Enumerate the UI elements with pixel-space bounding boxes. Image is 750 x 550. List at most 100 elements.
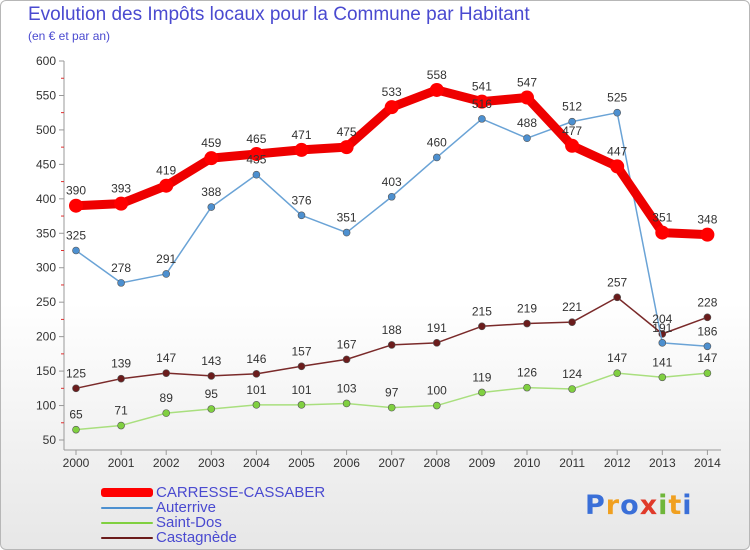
data-label: 419 bbox=[156, 164, 176, 178]
legend-swatch bbox=[101, 521, 153, 524]
data-label: 351 bbox=[652, 211, 672, 225]
y-tick-label: 100 bbox=[36, 399, 56, 413]
y-tick-label: 450 bbox=[36, 157, 56, 171]
data-point bbox=[294, 142, 309, 157]
y-tick-label: 350 bbox=[36, 226, 56, 240]
data-point bbox=[568, 117, 576, 126]
legend: CARRESSE-CASSABER Auterrive Saint-Dos Casta… bbox=[101, 485, 325, 545]
data-point bbox=[162, 409, 170, 417]
data-point bbox=[117, 374, 125, 383]
data-point bbox=[252, 370, 261, 378]
data-point bbox=[429, 82, 444, 97]
legend-swatch bbox=[101, 488, 153, 497]
data-label: 71 bbox=[114, 404, 128, 418]
proxiti-logo: Proxiti bbox=[585, 490, 693, 521]
data-point bbox=[207, 405, 216, 413]
data-label: 488 bbox=[517, 116, 537, 130]
data-label: 471 bbox=[291, 128, 311, 142]
data-point bbox=[342, 228, 351, 237]
data-label: 533 bbox=[382, 85, 402, 99]
data-label: 101 bbox=[291, 383, 311, 397]
data-point bbox=[207, 203, 216, 211]
data-point bbox=[565, 138, 580, 153]
data-point bbox=[384, 100, 399, 115]
x-tick-label: 2002 bbox=[153, 456, 180, 470]
y-tick-label: 400 bbox=[36, 192, 56, 206]
data-label: 124 bbox=[562, 367, 582, 381]
data-label: 141 bbox=[652, 355, 672, 369]
data-point bbox=[520, 90, 534, 105]
data-point bbox=[387, 403, 396, 412]
x-tick-label: 2005 bbox=[288, 456, 315, 470]
data-point bbox=[162, 369, 170, 377]
data-label: 547 bbox=[517, 76, 537, 90]
data-point bbox=[342, 355, 351, 364]
chart-title: Evolution des Impôts locaux pour la Comm… bbox=[28, 4, 530, 25]
data-label: 188 bbox=[382, 323, 402, 337]
x-tick-label: 2011 bbox=[559, 456, 585, 470]
data-point bbox=[297, 211, 306, 220]
y-tick-label: 150 bbox=[36, 364, 56, 378]
x-tick-label: 2009 bbox=[469, 456, 496, 470]
y-tick-label: 250 bbox=[36, 295, 56, 309]
data-point bbox=[658, 339, 667, 347]
logo-letter: o bbox=[620, 490, 640, 521]
data-point bbox=[252, 401, 261, 409]
x-tick-label: 2004 bbox=[243, 456, 270, 470]
data-label: 435 bbox=[246, 153, 266, 167]
data-label: 477 bbox=[562, 124, 582, 138]
data-point bbox=[117, 279, 125, 287]
data-point bbox=[703, 369, 712, 377]
data-label: 219 bbox=[517, 302, 537, 316]
data-label: 89 bbox=[160, 391, 174, 405]
data-point bbox=[387, 341, 396, 349]
y-tick-label: 300 bbox=[36, 261, 56, 275]
data-label: 101 bbox=[246, 383, 266, 397]
data-point bbox=[249, 147, 264, 162]
data-point bbox=[568, 318, 576, 326]
data-label: 390 bbox=[66, 184, 86, 198]
data-label: 147 bbox=[607, 351, 627, 365]
legend-item: Castagnède bbox=[101, 530, 325, 545]
data-point bbox=[117, 421, 125, 430]
data-label: 191 bbox=[652, 321, 672, 335]
logo-letter: P bbox=[585, 490, 606, 521]
data-point bbox=[474, 94, 489, 109]
data-point bbox=[432, 339, 441, 347]
x-tick-label: 2010 bbox=[514, 456, 541, 470]
data-label: 465 bbox=[246, 132, 266, 146]
logo-letter: i bbox=[682, 490, 693, 521]
data-label: 376 bbox=[291, 193, 311, 207]
legend-label: CARRESSE-CASSABER bbox=[156, 484, 326, 501]
data-point bbox=[703, 342, 712, 351]
x-tick-label: 2012 bbox=[604, 456, 631, 470]
data-label: 146 bbox=[246, 352, 266, 366]
data-label: 475 bbox=[337, 125, 357, 139]
data-label: 512 bbox=[562, 100, 582, 114]
data-point bbox=[613, 369, 622, 377]
legend-swatch bbox=[101, 506, 153, 509]
data-label: 95 bbox=[205, 387, 219, 401]
data-label: 215 bbox=[472, 304, 492, 318]
y-tick-label: 50 bbox=[43, 433, 57, 447]
chart-subtitle: (en € et par an) bbox=[28, 29, 111, 43]
data-point bbox=[478, 388, 486, 397]
data-point bbox=[700, 227, 715, 242]
data-label: 525 bbox=[607, 91, 627, 105]
data-label: 221 bbox=[562, 300, 582, 314]
legend-label: Auterrive bbox=[156, 499, 217, 516]
legend-swatch bbox=[101, 536, 153, 539]
data-point bbox=[432, 401, 441, 410]
legend-item: CARRESSE-CASSABER bbox=[101, 485, 325, 500]
data-point bbox=[72, 425, 80, 434]
data-point bbox=[613, 108, 622, 117]
data-point bbox=[72, 384, 80, 393]
data-label: 119 bbox=[472, 370, 491, 384]
y-tick-label: 200 bbox=[36, 330, 56, 344]
data-point bbox=[387, 192, 396, 201]
data-label: 447 bbox=[607, 144, 627, 158]
data-point bbox=[342, 399, 351, 408]
data-label: 351 bbox=[337, 211, 357, 225]
